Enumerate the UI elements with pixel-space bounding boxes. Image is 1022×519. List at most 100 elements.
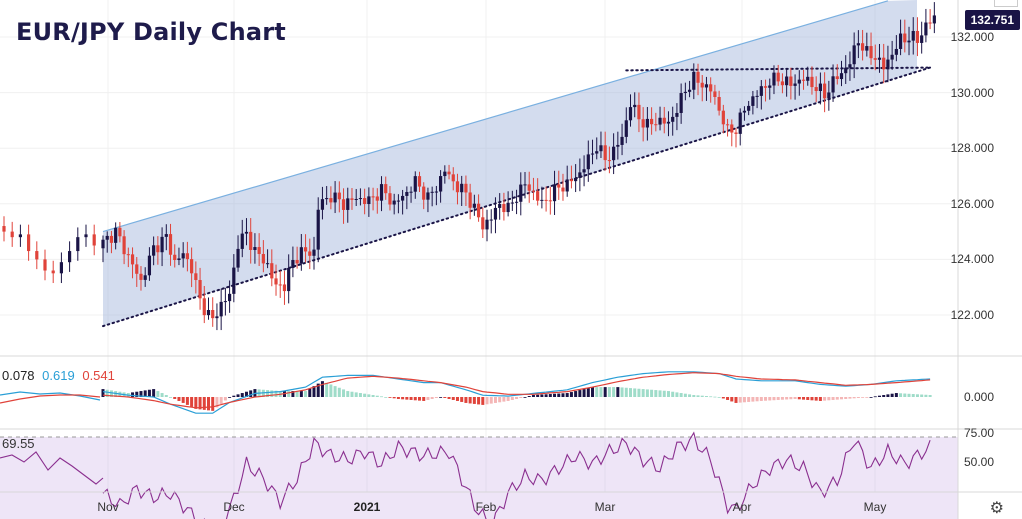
- macd-histogram-bar: [101, 389, 105, 397]
- macd-histogram-bar: [477, 397, 481, 405]
- candle-body: [654, 124, 658, 126]
- macd-histogram-bar: [654, 390, 658, 397]
- candle-body: [531, 190, 536, 192]
- candle-body: [844, 67, 848, 74]
- candle-body: [211, 310, 215, 319]
- rsi-value: 69.55: [2, 436, 35, 451]
- macd-histogram-bar: [920, 394, 924, 397]
- candle-body: [700, 82, 704, 88]
- macd-histogram-bar: [894, 393, 898, 397]
- candle-body: [658, 117, 662, 125]
- channel-upper-line: [102, 0, 889, 233]
- candle-body: [666, 121, 671, 124]
- candle-body: [371, 196, 375, 198]
- macd-signal-value: 0.541: [82, 368, 115, 383]
- macd-histogram-bar: [194, 397, 198, 409]
- gear-icon[interactable]: ⚙: [989, 500, 1004, 517]
- candle-body: [502, 204, 506, 213]
- candle-body: [527, 184, 531, 191]
- time-axis-label: Apr: [732, 500, 752, 514]
- candle-body: [274, 278, 278, 285]
- candle-body: [772, 72, 776, 86]
- macd-histogram-bar: [692, 395, 696, 397]
- macd-histogram-bar: [928, 395, 932, 397]
- macd-histogram-bar: [844, 397, 848, 399]
- macd-histogram-bar: [109, 390, 113, 397]
- candle-body: [160, 236, 164, 253]
- candle-body: [417, 176, 422, 187]
- candle-body: [709, 84, 713, 92]
- macd-histogram-bar: [679, 393, 683, 397]
- candle-body: [810, 76, 814, 88]
- macd-histogram-bar: [451, 397, 455, 400]
- macd-histogram-bar: [544, 394, 548, 397]
- candle-body: [742, 110, 747, 113]
- candle-body: [641, 119, 645, 128]
- macd-histogram-bar: [742, 397, 746, 403]
- macd-histogram-bar: [899, 393, 903, 397]
- macd-histogram-bar: [510, 397, 514, 400]
- candle-body: [590, 153, 595, 155]
- macd-histogram-bar: [291, 391, 295, 397]
- macd-histogram-bar: [527, 396, 531, 397]
- macd-histogram-bar: [401, 397, 405, 400]
- macd-histogram-bar: [333, 386, 337, 397]
- candle-body: [633, 104, 637, 108]
- candle-body: [675, 112, 679, 117]
- rsi-axis-label-50: 50.00: [963, 455, 994, 469]
- macd-histogram-bar: [831, 397, 835, 400]
- candle-body: [835, 76, 839, 80]
- candle-body: [325, 198, 329, 200]
- candle-body: [156, 245, 160, 253]
- candle-body: [202, 298, 206, 316]
- rsi-band: [0, 437, 958, 519]
- macd-histogram-bar: [363, 393, 367, 397]
- candle-body: [818, 83, 822, 92]
- macd-histogram-bar: [506, 397, 510, 401]
- macd-histogram-bar: [198, 397, 202, 410]
- candle-body: [143, 275, 147, 280]
- macd-histogram-bar: [312, 386, 316, 397]
- macd-histogram-bar: [455, 397, 459, 401]
- macd-histogram-bar: [244, 391, 248, 397]
- window-corner[interactable]: [994, 0, 1018, 7]
- candle-body: [713, 91, 717, 98]
- candle-body: [852, 45, 856, 65]
- candle-body: [759, 86, 763, 96]
- time-axis-label: Nov: [97, 500, 119, 514]
- candle-body: [270, 263, 274, 279]
- candle-body: [291, 260, 295, 268]
- macd-histogram-bar: [650, 389, 654, 397]
- candle-body: [476, 203, 481, 218]
- candle-body: [215, 316, 219, 319]
- macd-histogram-bar: [367, 394, 371, 397]
- candle-body: [223, 301, 227, 303]
- macd-histogram-bar: [114, 391, 118, 397]
- macd-histogram-bar: [730, 397, 734, 402]
- candle-body: [367, 196, 371, 205]
- candle-body: [877, 57, 882, 60]
- macd-histogram-bar: [316, 383, 320, 397]
- macd-histogram-bar: [780, 397, 784, 400]
- candle-body: [552, 184, 557, 202]
- macd-histogram-bar: [793, 397, 797, 399]
- macd-histogram-bar: [759, 397, 763, 401]
- channel-fill: [103, 0, 917, 327]
- candle-body: [257, 247, 261, 254]
- candle-body: [122, 236, 126, 255]
- macd-histogram-bar: [747, 397, 751, 402]
- macd-histogram-bar: [502, 397, 506, 402]
- candle-body: [747, 105, 751, 111]
- candle-body: [827, 92, 831, 99]
- price-axis-label: 130.000: [950, 85, 994, 100]
- candle-body: [219, 301, 223, 317]
- macd-histogram-bar: [223, 397, 227, 401]
- candle-body: [780, 81, 785, 86]
- candle-body: [485, 219, 489, 230]
- price-axis-label: 132.000: [950, 30, 994, 44]
- macd-histogram-bar: [633, 388, 637, 397]
- time-axis-label: Mar: [594, 500, 616, 514]
- candle-body: [190, 259, 194, 274]
- macd-histogram-bar: [207, 397, 210, 411]
- macd-histogram-bar: [384, 397, 388, 398]
